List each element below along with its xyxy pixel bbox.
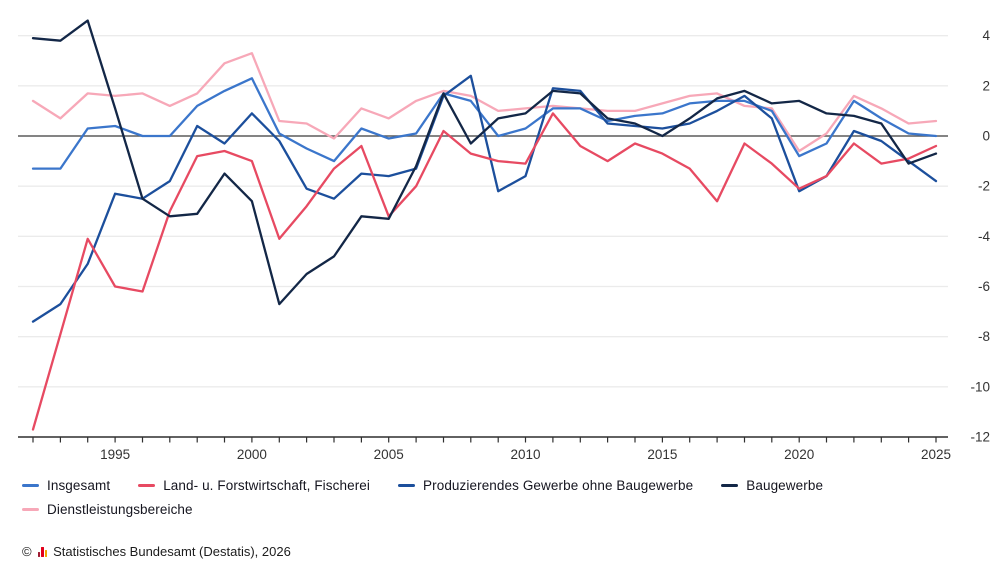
y-tick-label: -12 [970,430,990,445]
legend-swatch-land-forstwirtschaft [138,484,156,487]
legend-swatch-baugewerbe [721,484,739,487]
y-tick-label: 2 [982,78,990,93]
x-tick-label: 2015 [647,447,677,462]
series-line-produzierendes-gewerbe-ohne-baugewerbe [31,74,938,323]
y-tick-label: -10 [970,379,990,394]
legend-swatch-insgesamt [22,484,39,487]
legend-label: Insgesamt [47,478,111,493]
legend-item-insgesamt[interactable]: Insgesamt [22,478,110,493]
source-text: Statistisches Bundesamt (Destatis), 2026 [53,544,291,559]
x-tick-label: 2025 [921,447,951,462]
legend-label: Baugewerbe [746,478,824,493]
legend-label: Land- u. Forstwirtschaft, Fischerei [163,478,371,493]
legend-label: Produzierendes Gewerbe ohne Baugewerbe [423,478,694,493]
chart-legend: Insgesamt Land- u. Forstwirtschaft, Fisc… [22,478,922,517]
y-tick-label: -2 [978,179,990,194]
legend-item-dienstleistungsbereiche[interactable]: Dienstleistungsbereiche [22,502,193,517]
x-tick-label: 2020 [784,447,814,462]
legend-item-baugewerbe[interactable]: Baugewerbe [721,478,823,493]
legend-item-land-forstwirtschaft[interactable]: Land- u. Forstwirtschaft, Fischerei [138,478,370,493]
destatis-logo-icon [37,546,48,557]
legend-item-produzierendes-gewerbe[interactable]: Produzierendes Gewerbe ohne Baugewerbe [398,478,693,493]
y-tick-label: -8 [978,329,990,344]
legend-label: Dienstleistungsbereiche [47,502,193,517]
legend-swatch-produzierendes-gewerbe [398,484,416,487]
series-line-insgesamt [31,77,938,170]
series-line-land-u-forstwirtschaft-fischerei [31,112,938,431]
y-tick-label: -6 [978,279,990,294]
series-line-dienstleistungsbereiche [31,52,938,153]
x-tick-label: 2000 [237,447,267,462]
line-chart-canvas: 1995 2000 2005 2010 2015 2020 2025 4 2 0 -2 -4 -6 -8 -… [18,19,990,462]
x-tick-label: 2005 [374,447,404,462]
source-attribution: © Statistisches Bundesamt (Destatis), 20… [22,544,291,559]
y-tick-label: -4 [978,229,990,244]
legend-swatch-dienstleistungsbereiche [22,508,39,511]
y-tick-label: 4 [982,28,990,43]
copyright-symbol: © [22,544,32,559]
y-tick-label: 0 [982,129,990,144]
series-line-baugewerbe [31,19,938,306]
x-tick-label: 1995 [100,447,130,462]
x-tick-label: 2010 [510,447,540,462]
